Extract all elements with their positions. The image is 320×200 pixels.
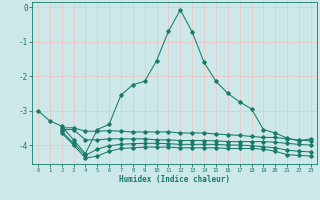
X-axis label: Humidex (Indice chaleur): Humidex (Indice chaleur) — [119, 175, 230, 184]
